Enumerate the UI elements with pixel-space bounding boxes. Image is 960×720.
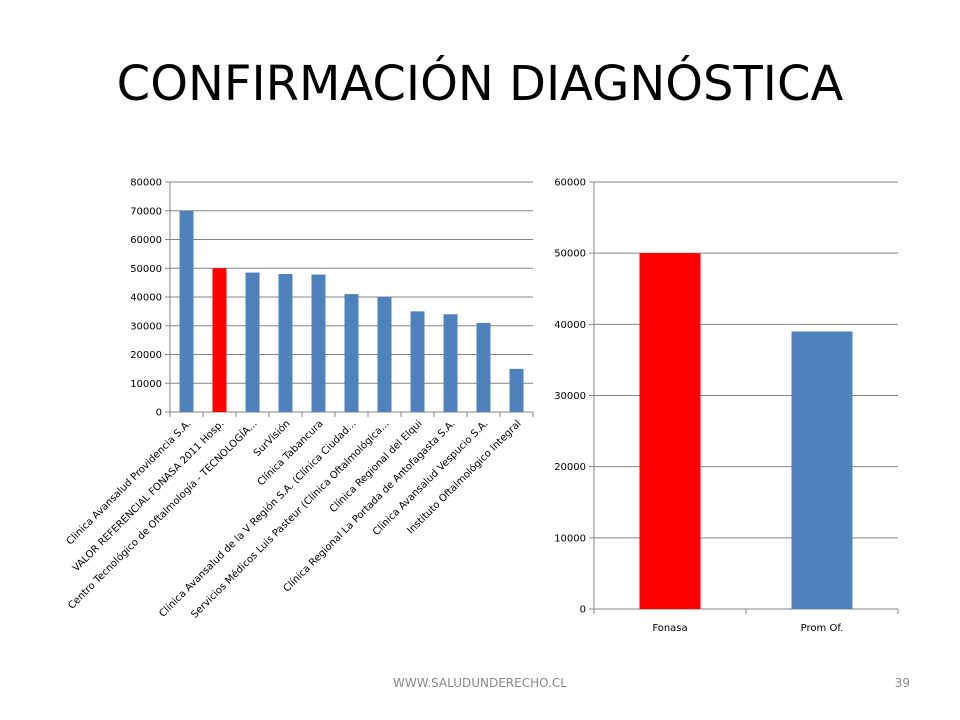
y-tick-label: 30000 <box>554 391 586 402</box>
y-tick-label: 20000 <box>554 462 586 473</box>
bar <box>639 253 701 609</box>
bar <box>212 268 227 412</box>
bar <box>245 272 260 412</box>
y-tick-label: 0 <box>156 408 162 419</box>
bar <box>791 331 853 609</box>
bar <box>443 314 458 412</box>
y-tick-label: 10000 <box>554 533 586 544</box>
bar <box>311 274 326 412</box>
y-tick-label: 10000 <box>130 379 162 390</box>
y-tick-label: 50000 <box>130 264 162 275</box>
y-tick-label: 70000 <box>130 206 162 217</box>
bar <box>377 297 392 412</box>
y-tick-label: 0 <box>580 605 586 616</box>
bar <box>509 368 524 412</box>
y-tick-label: 50000 <box>554 249 586 260</box>
y-tick-label: 40000 <box>554 320 586 331</box>
bar <box>476 322 491 412</box>
bar <box>179 210 194 412</box>
y-tick-label: 40000 <box>130 293 162 304</box>
category-label: Fonasa <box>652 623 687 634</box>
footer-url: WWW.SALUDUNDERECHO.CL <box>393 676 567 690</box>
y-tick-label: 60000 <box>130 235 162 246</box>
category-label: Prom Of. <box>801 623 844 634</box>
y-tick-label: 80000 <box>130 178 162 189</box>
slide-title: CONFIRMACIÓN DIAGNÓSTICA <box>116 56 844 112</box>
page-number: 39 <box>894 676 910 690</box>
y-tick-label: 30000 <box>130 321 162 332</box>
bar <box>278 274 293 412</box>
bar <box>344 294 359 412</box>
y-tick-label: 60000 <box>554 178 586 189</box>
y-tick-label: 20000 <box>130 350 162 361</box>
bar <box>410 311 425 412</box>
